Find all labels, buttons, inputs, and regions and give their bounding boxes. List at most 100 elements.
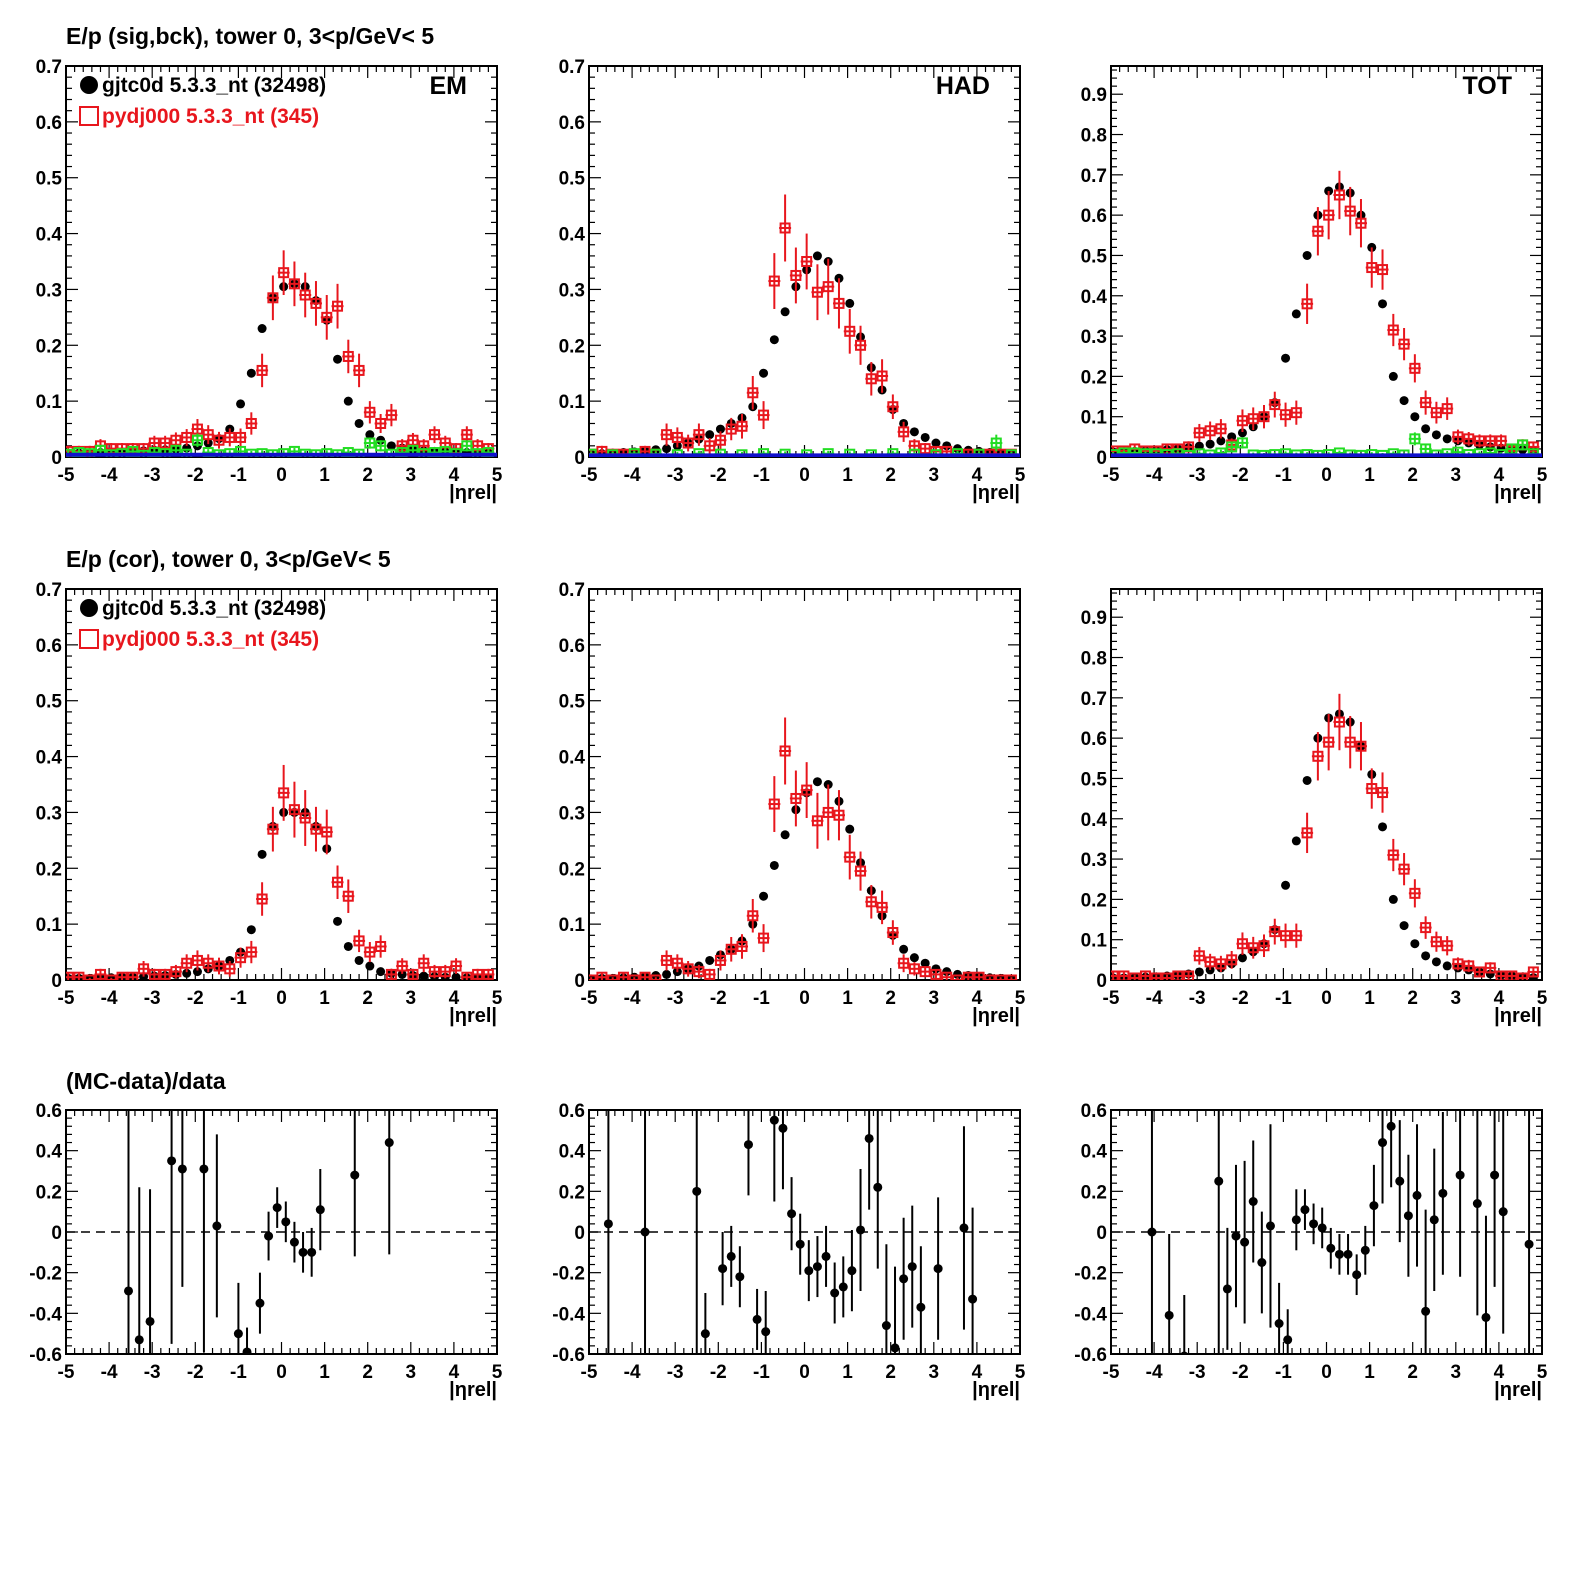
x-tick-label: -2 (1232, 988, 1249, 1009)
x-tick-label: -4 (1146, 1362, 1163, 1383)
mc-point (661, 954, 673, 966)
mc-point (833, 809, 845, 821)
mc-point (461, 971, 473, 980)
y-tick-label: 0.5 (1081, 769, 1108, 790)
data-point (726, 1251, 736, 1261)
data-point (769, 1115, 779, 1125)
data-point (761, 1327, 771, 1337)
mc-point (661, 429, 673, 441)
mc-point (779, 745, 791, 757)
y-tick-label: 0.2 (36, 336, 62, 357)
mc-point (973, 971, 985, 980)
mc-point (73, 971, 85, 980)
y-tick-label: 0.7 (559, 57, 585, 78)
mc-point (607, 974, 619, 980)
data-point (257, 324, 267, 334)
x-tick-label: -4 (101, 465, 118, 486)
data-point (343, 941, 353, 951)
data-point (845, 824, 855, 834)
y-tick-label: 0.2 (1081, 890, 1107, 911)
x-tick-label: -2 (710, 988, 727, 1009)
y-tick-label: 0.2 (36, 1182, 62, 1203)
data-point (873, 1182, 883, 1192)
data-point (233, 1329, 243, 1339)
mc-point (450, 960, 462, 972)
data-point (1283, 1335, 1293, 1345)
y-tick-label: 0 (1096, 448, 1107, 469)
mc-point (876, 901, 888, 913)
data-point (864, 1133, 874, 1143)
x-tick-label: -2 (187, 1362, 204, 1383)
data-point (1378, 1138, 1388, 1148)
x-tick-label: 5 (1537, 988, 1548, 1009)
x-tick-label: 4 (1494, 1362, 1505, 1383)
mc-point (472, 968, 484, 980)
data-point (640, 1227, 650, 1237)
mc-point (321, 826, 333, 838)
y-tick-label: -0.2 (552, 1264, 585, 1285)
x-tick-label: -3 (1189, 1362, 1206, 1383)
mc-point (596, 971, 608, 980)
mc-point (1280, 409, 1292, 421)
y-tick-label: 0.2 (36, 859, 62, 880)
y-tick-label: 0.2 (559, 336, 585, 357)
mc-point (310, 297, 322, 309)
x-tick-label: -5 (1103, 465, 1120, 486)
mc-point (908, 963, 920, 975)
y-tick-label: 0.1 (1081, 408, 1108, 429)
mc-point (364, 946, 376, 958)
legend-mc-label: pydj000 5.3.3_nt (345) (102, 105, 319, 128)
y-tick-label: 0.4 (1081, 810, 1108, 831)
data-layer (66, 250, 497, 457)
y-tick-label: 0.7 (36, 57, 62, 78)
data-point (1291, 309, 1301, 319)
data-point (752, 1314, 762, 1324)
chart-panel: -5 -4 -3 -2 -1 0 1 2 3 4 5 -0.6 -0.4 -0.2 0 0.2 0.4 0.6 |η… (1074, 1101, 1547, 1401)
data-point (1222, 1284, 1232, 1294)
legend-mc-marker (79, 106, 99, 126)
x-tick-label: -3 (1189, 988, 1206, 1009)
plot-frame (1110, 65, 1543, 458)
x-tick-label: -5 (581, 465, 598, 486)
data-point (246, 925, 256, 935)
mc-point (811, 286, 823, 298)
x-axis-label: |ηrel| (972, 1005, 1020, 1027)
mc-point (1161, 972, 1173, 980)
data-point (315, 1205, 325, 1215)
data-point (1302, 250, 1312, 260)
legend-mc-label: pydj000 5.3.3_nt (345) (102, 628, 319, 651)
legend-data-marker (80, 599, 98, 617)
mc-point (353, 364, 365, 376)
data-point (1438, 1188, 1448, 1198)
mc-point (159, 437, 171, 449)
y-tick-label: 0 (1096, 971, 1107, 992)
mc-point (299, 289, 311, 301)
mc-point (984, 974, 996, 980)
x-axis-label: |ηrel| (1494, 482, 1542, 504)
x-axis-label: |ηrel| (449, 1379, 497, 1401)
mc-point (1474, 966, 1486, 978)
y-tick-label: 0.6 (1081, 206, 1107, 227)
y-tick-label: 0.1 (36, 392, 63, 413)
mc-point (1301, 298, 1313, 310)
x-tick-label: -1 (230, 988, 247, 1009)
data-point (812, 777, 822, 787)
data-point (795, 1239, 805, 1249)
mc-point (1193, 427, 1205, 439)
x-tick-label: -1 (1275, 1362, 1292, 1383)
y-tick-label: 0.5 (559, 692, 586, 713)
y-tick-label: 0.1 (559, 915, 586, 936)
data-point (298, 1247, 308, 1257)
mc-point (747, 387, 759, 399)
mc-point (256, 364, 268, 376)
mc-point (1172, 970, 1184, 980)
mc-point (181, 957, 193, 969)
mc-point (758, 409, 770, 421)
y-tick-label: -0.4 (29, 1304, 62, 1325)
mc-point (628, 974, 640, 980)
x-tick-label: -4 (624, 465, 641, 486)
x-tick-label: 1 (842, 1362, 853, 1383)
mc-point (1420, 922, 1432, 934)
mc-point (682, 963, 694, 975)
mc-point (693, 966, 705, 978)
